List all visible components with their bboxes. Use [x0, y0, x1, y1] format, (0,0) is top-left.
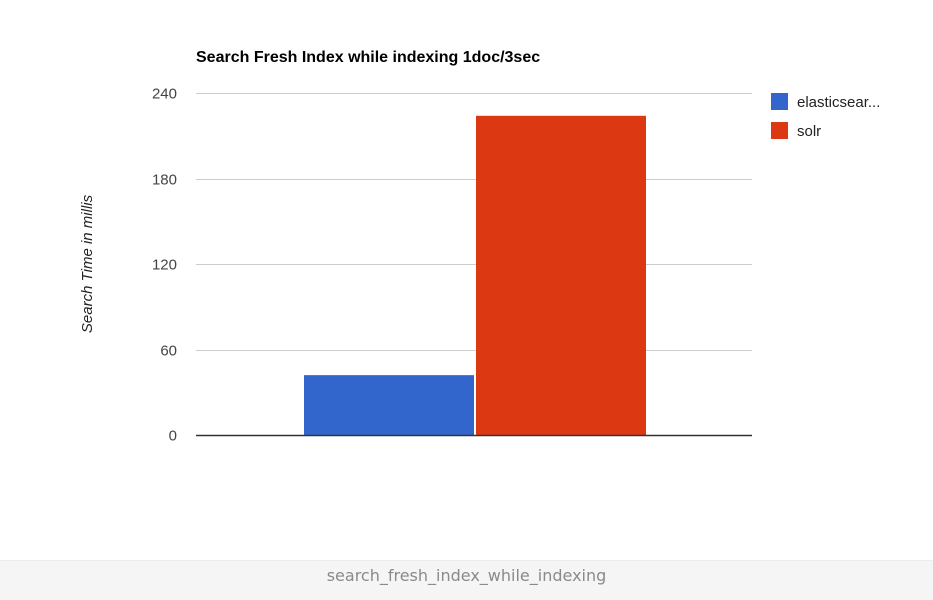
chart-title: Search Fresh Index while indexing 1doc/3… — [196, 49, 540, 66]
caption-bar — [0, 560, 933, 600]
legend: elasticsear... solr — [771, 93, 880, 140]
y-tick-label: 240 — [152, 86, 177, 103]
legend-label: solr — [797, 123, 821, 140]
y-axis-title: Search Time in millis — [79, 194, 96, 333]
y-tick-label: 60 — [160, 343, 177, 360]
legend-swatch — [771, 93, 788, 110]
y-tick-label: 0 — [169, 428, 177, 445]
bar-solr — [476, 115, 646, 436]
image-caption: search_fresh_index_while_indexing — [326, 566, 607, 585]
gridlines — [196, 93, 752, 351]
legend-swatch — [771, 122, 788, 139]
y-tick-label: 120 — [152, 257, 177, 274]
bar-elasticsear — [304, 375, 474, 435]
y-tick-label: 180 — [152, 172, 177, 189]
y-tick-labels: 0 60 120 180 240 — [152, 86, 177, 445]
bar-chart: Search Fresh Index while indexing 1doc/3… — [79, 49, 880, 445]
legend-label: elasticsear... — [797, 94, 880, 111]
bars — [304, 115, 646, 436]
